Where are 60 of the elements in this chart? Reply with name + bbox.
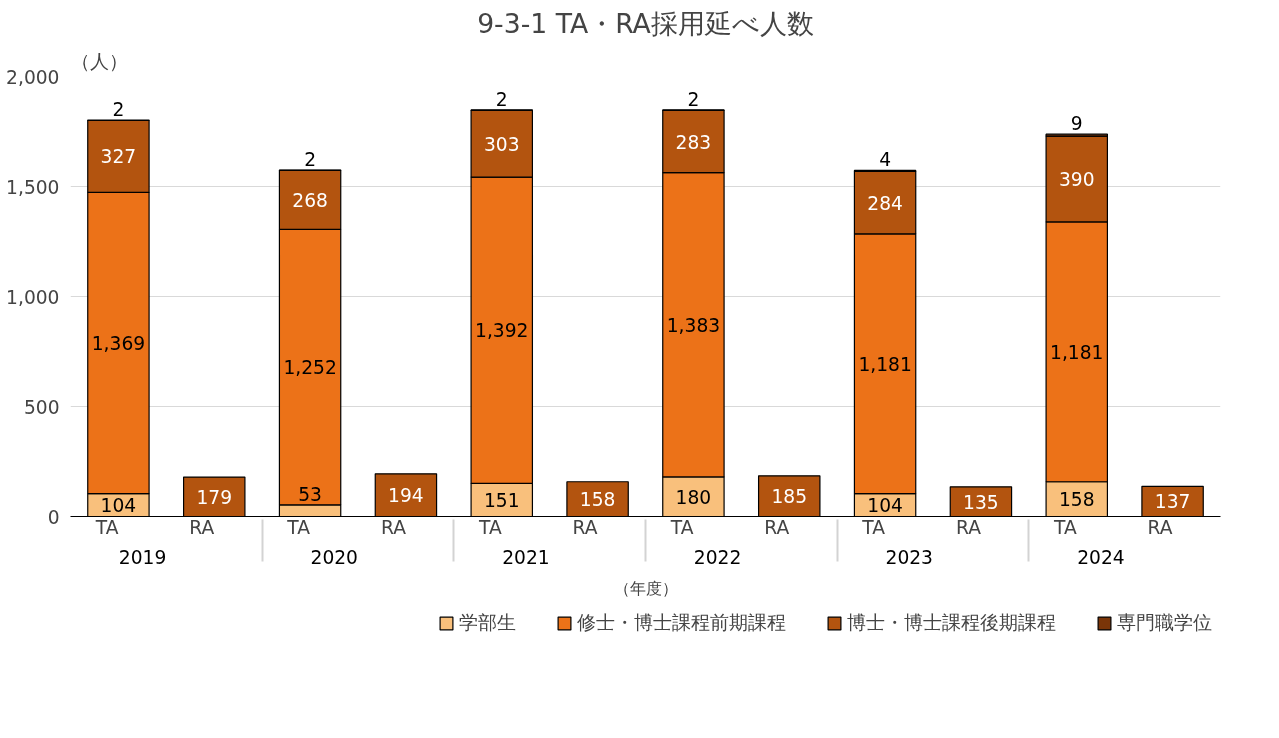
legend-label: 博士・博士課程後期課程: [847, 611, 1057, 635]
data-label: 158: [579, 489, 616, 511]
x-tick-label: RA: [189, 517, 215, 538]
x-tick-label: TA: [1053, 517, 1077, 538]
data-label: 9: [1070, 113, 1083, 135]
x-tick-label: RA: [572, 517, 598, 538]
y-axis-title: （人）: [70, 50, 128, 72]
data-label: 1,369: [91, 333, 146, 355]
x-axis-title: （年度）: [613, 578, 678, 598]
x-tick-label: TA: [286, 517, 311, 538]
legend-label: 学部生: [459, 611, 517, 635]
x-tick-label: RA: [1147, 517, 1173, 538]
data-label: 268: [292, 189, 328, 211]
data-label: 180: [675, 486, 712, 508]
data-label: 2: [112, 99, 125, 121]
data-label: 2: [495, 88, 508, 110]
data-label: 151: [483, 489, 520, 511]
data-label: 104: [100, 495, 137, 517]
data-label: 185: [771, 486, 808, 508]
x-tick-label: RA: [380, 517, 407, 538]
chart-title: 9-3-1 TA・RA採用延べ人数: [477, 7, 814, 39]
data-label: 53: [298, 483, 322, 505]
data-label: 283: [675, 131, 712, 153]
text: 2022: [693, 546, 742, 568]
data-label: 137: [1154, 491, 1191, 513]
x-tick-label: TA: [94, 517, 119, 538]
text: 2019: [118, 546, 167, 568]
y-tick-label: 500: [23, 396, 60, 418]
data-label: 1,252: [283, 357, 337, 379]
x-tick-label: RA: [764, 517, 790, 538]
data-label: 135: [963, 491, 999, 513]
data-label: 179: [196, 486, 233, 508]
data-label: 1,181: [1050, 341, 1104, 363]
data-label: 2: [687, 88, 700, 110]
x-tick-label: TA: [478, 517, 502, 538]
data-label: 327: [100, 146, 137, 168]
data-label: 104: [867, 495, 903, 517]
data-label: 1,392: [475, 320, 529, 342]
data-label: 284: [867, 192, 903, 214]
data-label: 303: [483, 133, 520, 155]
data-label: 1,181: [858, 353, 912, 375]
data-label: 1,383: [666, 314, 721, 336]
text: 2021: [502, 546, 550, 568]
data-label: 158: [1058, 489, 1095, 511]
legend-label: 専門職学位: [1117, 611, 1213, 635]
y-tick-label: 0: [47, 506, 60, 528]
x-tick-label: TA: [669, 517, 694, 538]
data-label: 390: [1058, 169, 1095, 191]
y-tick-label: 1,000: [6, 286, 60, 308]
legend-label: 修士・博士課程前期課程: [577, 611, 787, 635]
x-tick-label: RA: [955, 517, 982, 538]
y-tick-label: 1,500: [6, 176, 60, 198]
data-label: 2: [304, 149, 317, 170]
data-label: 194: [388, 485, 424, 507]
data-label: 4: [879, 149, 892, 171]
text: 2023: [885, 546, 934, 568]
y-tick-label: 2,000: [6, 66, 60, 88]
text: 2020: [310, 546, 359, 568]
text: 2024: [1077, 546, 1125, 568]
x-tick-label: TA: [861, 517, 886, 538]
